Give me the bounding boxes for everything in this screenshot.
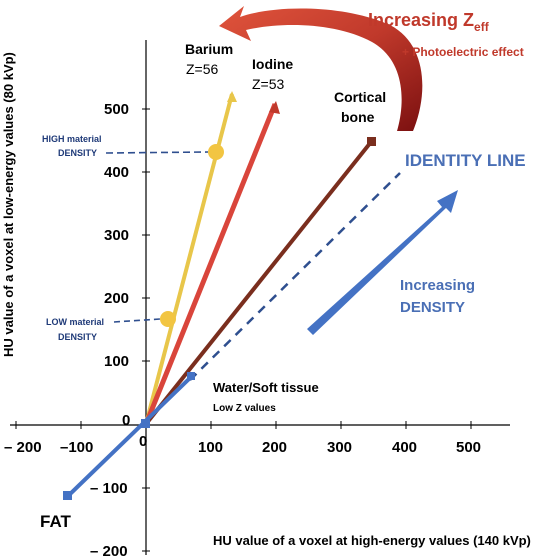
fat-marker <box>63 491 72 500</box>
y-tick-label: – 200 <box>90 543 128 558</box>
increasing-density-arrow <box>307 190 458 335</box>
low-density-label-2: DENSITY <box>58 332 97 342</box>
cortical-line <box>144 140 373 426</box>
x-tick-label: 0 <box>139 433 147 450</box>
y-axis-label: HU value of a voxel at low-energy values… <box>1 52 16 357</box>
x-tick-label: 300 <box>327 439 352 456</box>
high-density-marker <box>208 144 224 160</box>
fat-water-line <box>66 376 192 498</box>
y-tick-label: 400 <box>104 164 129 181</box>
low-density-leader <box>113 318 161 323</box>
iodine-label: Iodine <box>252 56 293 72</box>
cortical-label-line1: Cortical <box>334 89 386 105</box>
water-sub-label: Low Z values <box>213 403 276 414</box>
x-axis-label: HU value of a voxel at high-energy value… <box>213 533 531 548</box>
photoelectric-label: + Photoelectric effect <box>402 45 524 59</box>
y-tick-label: 500 <box>104 101 129 118</box>
iodine-arrowhead <box>269 101 280 114</box>
high-density-leader <box>105 151 209 154</box>
fat-label: FAT <box>40 512 71 531</box>
water-marker <box>187 372 195 380</box>
low-density-label-1: LOW material <box>46 317 104 327</box>
cortical-endpoint <box>367 137 376 146</box>
y-tick-label: 200 <box>104 290 129 307</box>
x-tick-label: 400 <box>392 439 417 456</box>
increasing-density-label-2: DENSITY <box>400 299 465 316</box>
high-density-label-1: HIGH material <box>42 134 102 144</box>
zeff-curved-arrow <box>219 6 423 131</box>
barium-arrowhead <box>227 91 237 102</box>
increasing-zeff-subscript: eff <box>474 20 490 34</box>
identity-line-label: IDENTITY LINE <box>405 151 526 170</box>
identity-line <box>189 172 401 381</box>
origin-marker <box>141 419 150 428</box>
x-tick-label: 500 <box>456 439 481 456</box>
y-tick-label: 100 <box>104 353 129 370</box>
high-density-label-2: DENSITY <box>58 148 97 158</box>
iodine-line <box>143 103 278 425</box>
water-label: Water/Soft tissue <box>213 380 319 395</box>
iodine-z-label: Z=53 <box>252 76 285 92</box>
barium-label: Barium <box>185 41 233 57</box>
cortical-label-line2: bone <box>341 109 375 125</box>
increasing-density-label-1: Increasing <box>400 277 475 294</box>
y-tick-label: – 100 <box>90 480 128 497</box>
barium-z-label: Z=56 <box>186 61 219 77</box>
x-tick-label: –100 <box>60 439 93 456</box>
increasing-zeff-label: Increasing Zeff <box>368 10 490 34</box>
x-tick-label: 100 <box>198 439 223 456</box>
increasing-zeff-main: Increasing Z <box>368 10 474 30</box>
y-tick-label: 0 <box>122 412 130 429</box>
y-tick-label: 300 <box>104 227 129 244</box>
low-density-marker <box>160 311 176 327</box>
x-tick-label: 200 <box>262 439 287 456</box>
x-tick-label: – 200 <box>4 439 42 456</box>
